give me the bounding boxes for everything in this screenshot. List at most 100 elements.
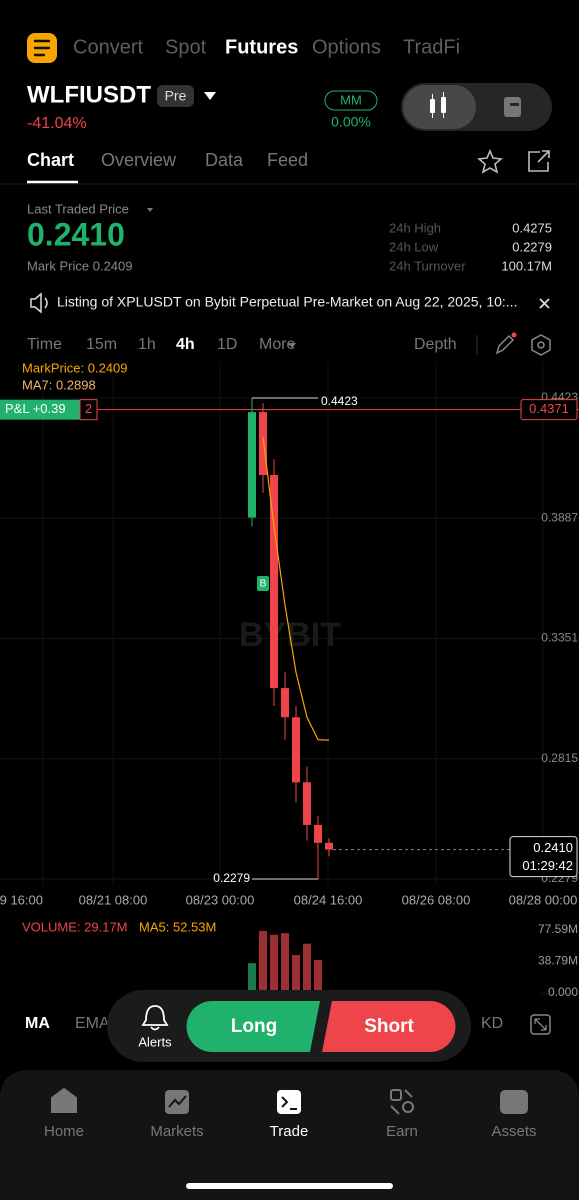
volume-tick-label: 0.000 (548, 985, 578, 999)
candle-body (281, 688, 289, 718)
nav-label[interactable]: Markets (150, 1123, 203, 1140)
indicator-tab[interactable]: EMA (75, 1015, 110, 1032)
mm-value: 0.00% (331, 114, 371, 130)
interval[interactable]: 1h (138, 336, 156, 353)
position-qty: 2 (85, 401, 92, 416)
view-tab[interactable]: Chart (27, 150, 74, 170)
trade-icon (277, 1090, 301, 1114)
candle-body (292, 717, 300, 783)
price-label: Last Traded Price (27, 201, 129, 216)
book-icon (504, 97, 521, 117)
buy-marker-bg (257, 576, 269, 591)
last-price: 0.2410 (27, 216, 125, 252)
volume-bar (303, 943, 311, 994)
market-tab[interactable]: TradFi (403, 36, 460, 58)
volume-bar (259, 931, 267, 994)
close-icon[interactable] (539, 298, 550, 309)
alerts-label[interactable]: Alerts (138, 1034, 172, 1049)
star-icon[interactable] (477, 148, 503, 174)
nav-label[interactable]: Earn (386, 1123, 418, 1140)
interval[interactable]: 4h (176, 336, 195, 353)
market-tab[interactable]: Convert (73, 36, 143, 58)
symbol-badge: Pre (165, 88, 187, 104)
volume-bar (270, 934, 278, 994)
x-tick-label: 08/19 16:00 (0, 892, 43, 907)
volume-ma5: MA5: 52.53M (139, 919, 216, 934)
high-label: 0.4423 (321, 394, 358, 408)
last-price-label: 0.2410 (533, 840, 573, 855)
settings-icon[interactable] (531, 334, 551, 356)
position-pnl[interactable]: P&L +0.39 (5, 401, 66, 416)
ma7-line (262, 436, 330, 741)
buy-marker: B (260, 579, 267, 590)
draw-icon[interactable] (495, 334, 515, 355)
short-label[interactable]: Short (364, 1016, 414, 1037)
position-box (0, 399, 80, 420)
long-label[interactable]: Long (231, 1016, 277, 1037)
expand-icon[interactable] (530, 1014, 551, 1035)
countdown: 01:29:42 (522, 858, 573, 873)
volume-tick-label: 77.59M (538, 922, 578, 936)
symbol-name[interactable]: WLFIUSDT (27, 81, 151, 108)
long-button[interactable] (186, 1001, 321, 1052)
volume-bar (292, 955, 300, 994)
bell-icon[interactable] (141, 1005, 169, 1031)
candle-body (248, 412, 256, 518)
badge-bg (157, 85, 194, 107)
volume-bar (314, 959, 322, 994)
dropdown-caret[interactable] (204, 92, 216, 100)
view-tab[interactable]: Overview (101, 150, 177, 170)
book-icon-line (510, 103, 519, 106)
mark-price-indicator: MarkPrice: 0.2409 (22, 360, 128, 375)
nav-label[interactable]: Home (44, 1123, 84, 1140)
volume-tick-label: 38.79M (538, 954, 578, 968)
short-button[interactable] (322, 1001, 456, 1052)
candle-body (303, 782, 311, 825)
market-tab[interactable]: Options (312, 36, 381, 58)
position-price-box (520, 399, 578, 421)
interval[interactable]: 15m (86, 336, 117, 353)
position-price: 0.4371 (529, 401, 569, 416)
volume-label: VOLUME: 29.17M (22, 919, 128, 934)
volume-bar (281, 933, 289, 994)
toggle-active[interactable] (403, 85, 476, 129)
view-tab[interactable]: Data (205, 150, 244, 170)
speaker-icon (30, 292, 48, 314)
stat-label: 24h Turnover (389, 258, 466, 273)
share-icon[interactable] (528, 150, 550, 172)
bottom-nav (0, 1070, 579, 1200)
more-caret[interactable] (288, 343, 296, 348)
nav-label[interactable]: Assets (491, 1123, 536, 1140)
interval[interactable]: More (259, 336, 296, 353)
market-tab[interactable]: Spot (165, 36, 207, 58)
mm-pill (324, 90, 378, 111)
x-tick-label: 08/28 00:00 (509, 892, 578, 907)
stat-label: 24h Low (389, 239, 439, 254)
view-tab[interactable]: Feed (267, 150, 308, 170)
interval[interactable]: 1D (217, 336, 237, 353)
interval[interactable]: Time (27, 336, 62, 353)
indicator-tab[interactable]: MA (25, 1015, 50, 1032)
y-tick-label: 0.2815 (541, 751, 578, 765)
price-change: -41.04% (27, 115, 87, 132)
announcement[interactable]: Listing of XPLUSDT on Bybit Perpetual Pr… (57, 294, 517, 310)
market-tab[interactable]: Futures (225, 36, 298, 58)
x-tick-label: 08/24 16:00 (294, 892, 363, 907)
candle-body (325, 842, 333, 850)
price-caret (147, 208, 153, 212)
position-qty-box (79, 399, 98, 421)
candle-body (270, 474, 278, 689)
x-tick-label: 08/23 00:00 (186, 892, 255, 907)
stat-value: 0.4275 (512, 220, 552, 235)
draw-dot (511, 332, 517, 338)
candle-icon (430, 92, 446, 118)
x-tick-label: 08/21 08:00 (79, 892, 148, 907)
stat-value: 100.17M (501, 258, 552, 273)
y-tick-label: 0.3887 (541, 510, 578, 524)
indicator-tab[interactable]: KD (481, 1015, 503, 1032)
depth[interactable]: Depth (414, 336, 457, 353)
nav-label[interactable]: Trade (270, 1123, 309, 1140)
x-tick-label: 08/26 08:00 (402, 892, 471, 907)
